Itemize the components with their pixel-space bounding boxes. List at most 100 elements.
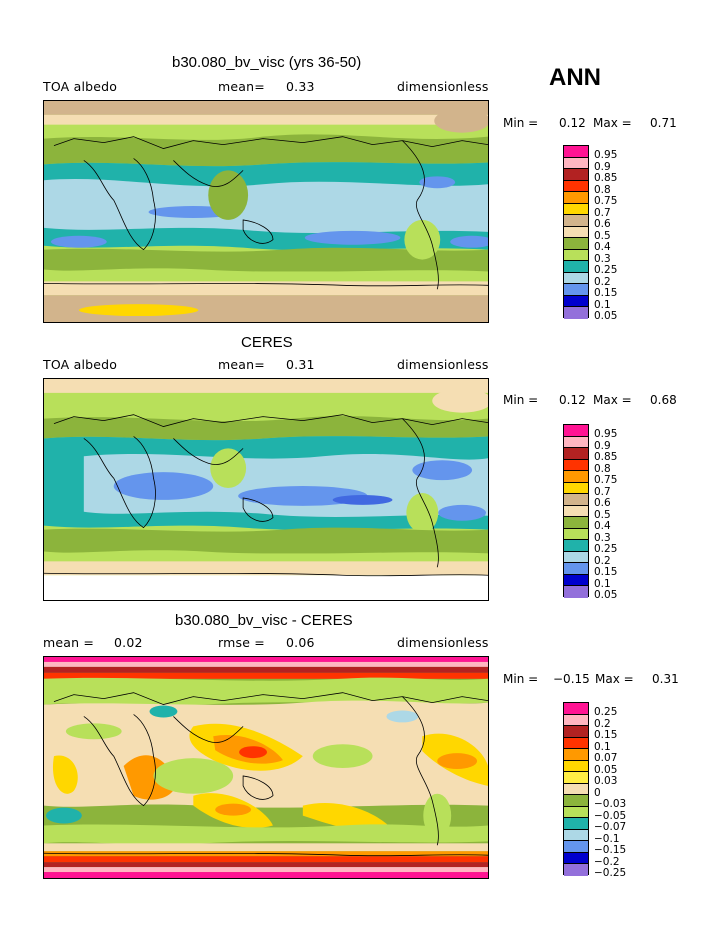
panel-2-legend-label: 0.85 bbox=[594, 451, 618, 463]
panel-3-swatch bbox=[564, 864, 588, 876]
panel-1-legend-label: 0.3 bbox=[594, 252, 611, 265]
panel-1-swatch bbox=[564, 203, 588, 215]
panel-3-swatch bbox=[564, 783, 588, 795]
panel-1-swatch bbox=[564, 169, 588, 181]
panel-1-mean-label: mean= bbox=[218, 79, 265, 94]
panel-2-units: dimensionless bbox=[397, 357, 489, 372]
panel-3-legend-label: 0.2 bbox=[594, 717, 611, 730]
panel-3-legend-label: 0 bbox=[594, 786, 601, 799]
panel-2-min-value: 0.12 bbox=[559, 393, 586, 407]
panel-3-max-value: 0.31 bbox=[652, 672, 679, 686]
panel-1-swatch bbox=[564, 226, 588, 238]
panel-3-mean-label: mean = bbox=[43, 635, 95, 650]
panel-2-swatch bbox=[564, 471, 588, 483]
panel-2-legend-label: 0.3 bbox=[594, 531, 611, 544]
panel-1-legend-label: 0.8 bbox=[594, 183, 611, 196]
panel-2-swatch bbox=[564, 563, 588, 575]
panel-3-legend-label: 0.15 bbox=[594, 729, 618, 741]
panel-1-swatch bbox=[564, 215, 588, 227]
panel-3-swatch bbox=[564, 841, 588, 853]
panel-3-units: dimensionless bbox=[397, 635, 489, 650]
panel-3-swatch bbox=[564, 714, 588, 726]
panel-1-map bbox=[43, 100, 489, 323]
panel-1-colorbar bbox=[563, 145, 589, 319]
panel-1-legend-label: 0.1 bbox=[594, 298, 611, 311]
panel-3-swatch bbox=[564, 818, 588, 830]
panel-2-legend-label: 0.6 bbox=[594, 497, 611, 509]
panel-3-legend-label: −0.15 bbox=[594, 844, 627, 856]
panel-3-legend-label: −0.1 bbox=[594, 832, 620, 845]
panel-3-swatch bbox=[564, 806, 588, 818]
panel-1-title: b30.080_bv_visc (yrs 36-50) bbox=[172, 54, 362, 71]
panel-2-legend-label: 0.7 bbox=[594, 485, 611, 498]
panel-2-legend-label: 0.4 bbox=[594, 520, 611, 532]
panel-2-swatch bbox=[564, 482, 588, 494]
panel-3-swatch bbox=[564, 829, 588, 841]
panel-2-legend-label: 0.25 bbox=[594, 543, 618, 555]
panel-3-swatch bbox=[564, 795, 588, 807]
panel-3-swatch bbox=[564, 772, 588, 784]
panel-1-max-value: 0.71 bbox=[650, 116, 677, 130]
panel-2-legend-label: 0.8 bbox=[594, 462, 611, 475]
panel-3-legend-label: −0.07 bbox=[594, 821, 627, 833]
panel-2-title: CERES bbox=[241, 334, 293, 351]
panel-1-legend-label: 0.5 bbox=[594, 229, 611, 242]
panel-2-map-svg bbox=[44, 379, 488, 600]
panel-1-legend-label: 0.25 bbox=[594, 264, 618, 276]
panel-1-legend-label: 0.4 bbox=[594, 241, 611, 253]
panel-1-swatch bbox=[564, 249, 588, 261]
panel-3-rmse-value: 0.06 bbox=[286, 635, 315, 650]
panel-2-max-value: 0.68 bbox=[650, 393, 677, 407]
panel-3-swatch bbox=[564, 726, 588, 738]
panel-3-legend-label: −0.05 bbox=[594, 809, 627, 822]
panel-1-swatch bbox=[564, 157, 588, 169]
panel-1-legend-label: 0.95 bbox=[594, 149, 618, 161]
panel-2-max-label: Max = bbox=[593, 393, 632, 407]
panel-1-mean-value: 0.33 bbox=[286, 79, 315, 94]
panel-1-legend-label: 0.7 bbox=[594, 206, 611, 219]
panel-2-swatch bbox=[564, 494, 588, 506]
panel-1-legend-label: 0.15 bbox=[594, 287, 618, 299]
panel-2-swatch bbox=[564, 448, 588, 460]
panel-1-units: dimensionless bbox=[397, 79, 489, 94]
panel-2-legend-label: 0.1 bbox=[594, 577, 611, 590]
panel-3-legend-label: 0.03 bbox=[594, 775, 618, 787]
panel-1-swatch bbox=[564, 192, 588, 204]
panel-1-swatch bbox=[564, 295, 588, 307]
panel-1-legend-label: 0.75 bbox=[594, 195, 618, 207]
panel-2-mean-value: 0.31 bbox=[286, 357, 315, 372]
panel-1-swatch bbox=[564, 146, 588, 158]
panel-3-swatch bbox=[564, 737, 588, 749]
panel-2-swatch bbox=[564, 574, 588, 586]
panel-3-min-label: Min = bbox=[503, 672, 539, 686]
panel-1-legend-label: 0.6 bbox=[594, 218, 611, 230]
panel-1-swatch bbox=[564, 261, 588, 273]
panel-1-legend-label: 0.85 bbox=[594, 172, 618, 184]
panel-3-legend-label: −0.25 bbox=[594, 867, 627, 879]
panel-2-swatch bbox=[564, 436, 588, 448]
panel-3-legend-label: 0.05 bbox=[594, 763, 618, 776]
panel-3-rmse-label: rmse = bbox=[218, 635, 265, 650]
panel-1-max-label: Max = bbox=[593, 116, 632, 130]
panel-3-legend-label: −0.03 bbox=[594, 798, 627, 810]
panel-1-swatch bbox=[564, 307, 588, 319]
season-label: ANN bbox=[549, 64, 601, 91]
panel-2-legend-label: 0.75 bbox=[594, 474, 618, 486]
panel-2-legend-label: 0.9 bbox=[594, 439, 611, 452]
panel-2-swatch bbox=[564, 528, 588, 540]
panel-1-swatch bbox=[564, 180, 588, 192]
panel-2-colorbar bbox=[563, 424, 589, 598]
panel-2-swatch bbox=[564, 505, 588, 517]
panel-2-legend-label: 0.2 bbox=[594, 554, 611, 567]
panel-1-legend-label: 0.9 bbox=[594, 160, 611, 173]
panel-2-legend-label: 0.5 bbox=[594, 508, 611, 521]
panel-3-swatch bbox=[564, 852, 588, 864]
panel-3-legend-label: 0.25 bbox=[594, 706, 618, 718]
panel-3-colorbar bbox=[563, 702, 589, 876]
panel-3-map bbox=[43, 656, 489, 879]
panel-2-swatch bbox=[564, 540, 588, 552]
panel-1-swatch bbox=[564, 238, 588, 250]
panel-3-legend-label: 0.07 bbox=[594, 752, 618, 764]
panel-3-min-value: −0.15 bbox=[553, 672, 590, 686]
panel-3-mean-value: 0.02 bbox=[114, 635, 143, 650]
